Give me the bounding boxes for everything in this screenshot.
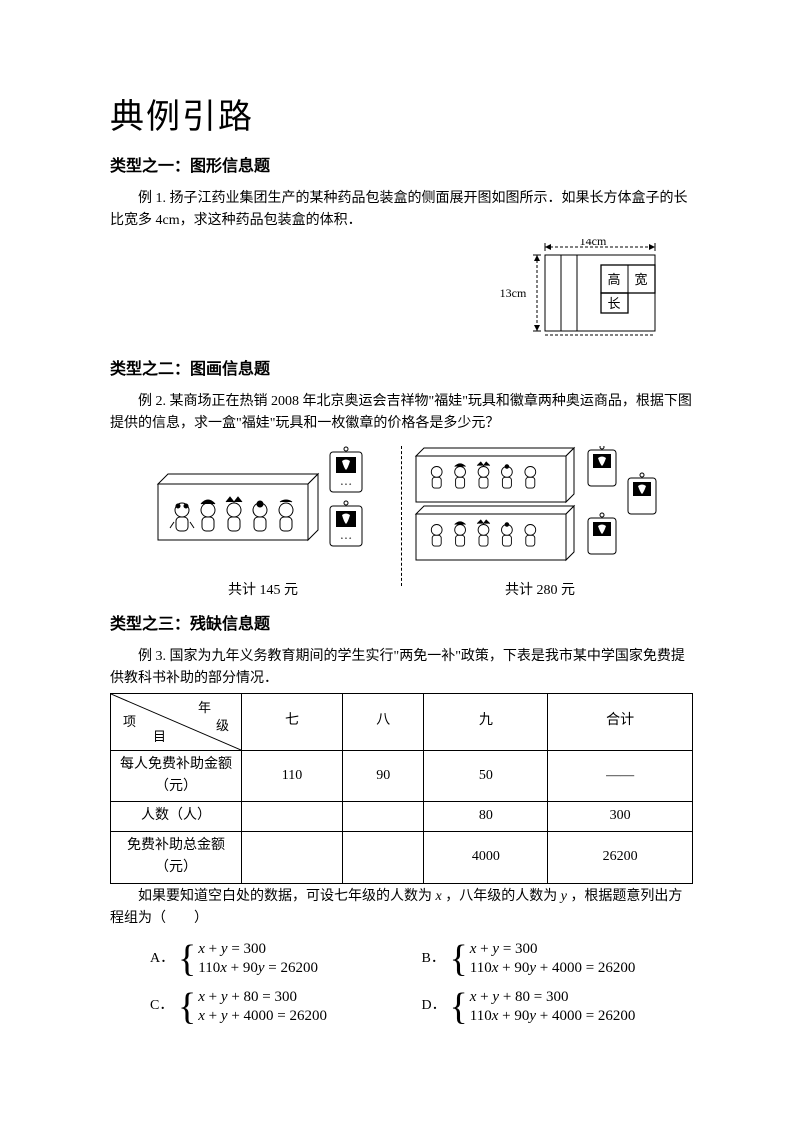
fuwa-left-icon: ⚬⚬⚬ ⚬⚬⚬ [148, 446, 378, 566]
example1-text: 例 1. 扬子江药业集团生产的某种药品包装盒的侧面展开图如图所示．如果长方体盒子… [110, 188, 693, 233]
label-height: 高 [607, 272, 620, 287]
fuwa-figure: ⚬⚬⚬ ⚬⚬⚬ 共计 145 元 [110, 446, 693, 603]
svg-text:⚬⚬⚬: ⚬⚬⚬ [340, 537, 353, 542]
page-title: 典例引路 [110, 90, 693, 144]
table-diag-header: 年 级 项 目 [111, 693, 242, 750]
dim-left: 13cm [500, 286, 527, 300]
label-width: 宽 [634, 272, 647, 287]
example3-question: 如果要知道空白处的数据，可设七年级的人数为 x ，八年级的人数为 y ，根据题意… [110, 886, 693, 931]
dim-top: 14cm [580, 239, 607, 248]
col-7: 七 [242, 693, 343, 750]
example2-text: 例 2. 某商场正在热销 2008 年北京奥运会吉祥物"福娃"玩具和徽章两种奥运… [110, 391, 693, 436]
section2-heading: 类型之二：图画信息题 [110, 357, 693, 383]
divider [401, 446, 402, 586]
section3-heading: 类型之三：残缺信息题 [110, 612, 693, 638]
choices: A． { x + y = 300 110x + 90y = 26200 B． {… [110, 940, 693, 1025]
section1-heading: 类型之一：图形信息题 [110, 154, 693, 180]
fuwa-left-caption: 共计 145 元 [133, 580, 393, 602]
choice-c: C． { x + y + 80 = 300 x + y + 4000 = 262… [150, 988, 422, 1026]
box-diagram: 14cm 13cm 高 宽 长 [110, 239, 663, 347]
choice-d: D． { x + y + 80 = 300 110x + 90y + 4000 … [422, 988, 694, 1026]
col-9: 九 [424, 693, 548, 750]
col-total: 合计 [548, 693, 693, 750]
fuwa-right-icon [410, 446, 670, 566]
subsidy-table: 年 级 项 目 七 八 九 合计 每人免费补助金额（元） 110 90 50 —… [110, 693, 693, 884]
table-row: 每人免费补助金额（元） 110 90 50 —— [111, 750, 693, 802]
choice-a: A． { x + y = 300 110x + 90y = 26200 [150, 940, 422, 978]
table-row: 免费补助总金额（元） 4000 26200 [111, 831, 693, 883]
table-row: 人数（人） 80 300 [111, 802, 693, 831]
fuwa-right-caption: 共计 280 元 [410, 580, 670, 602]
svg-text:⚬⚬⚬: ⚬⚬⚬ [340, 483, 353, 488]
example3-text: 例 3. 国家为九年义务教育期间的学生实行"两免一补"政策，下表是我市某中学国家… [110, 646, 693, 691]
label-length: 长 [607, 296, 620, 311]
choice-b: B． { x + y = 300 110x + 90y + 4000 = 262… [422, 940, 694, 978]
col-8: 八 [343, 693, 424, 750]
